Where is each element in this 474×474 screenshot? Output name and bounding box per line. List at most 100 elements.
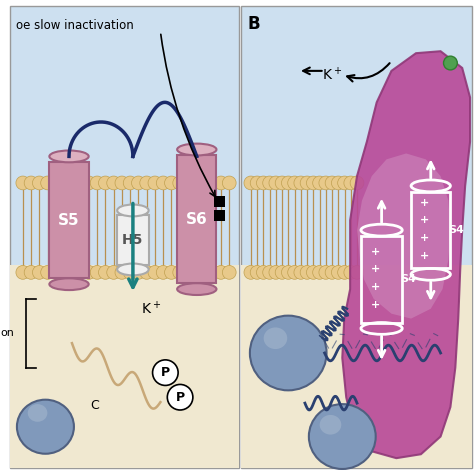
Circle shape xyxy=(313,176,327,190)
Bar xyxy=(10,6,239,468)
Circle shape xyxy=(263,265,276,279)
Circle shape xyxy=(244,265,258,279)
Circle shape xyxy=(275,265,289,279)
Circle shape xyxy=(350,176,364,190)
Circle shape xyxy=(344,176,358,190)
Circle shape xyxy=(331,176,345,190)
Circle shape xyxy=(156,265,170,279)
Circle shape xyxy=(41,265,55,279)
Circle shape xyxy=(164,265,178,279)
Circle shape xyxy=(288,265,301,279)
Circle shape xyxy=(164,176,178,190)
Ellipse shape xyxy=(17,400,74,454)
Circle shape xyxy=(331,265,345,279)
Text: K$^+$: K$^+$ xyxy=(322,66,343,83)
Bar xyxy=(361,236,402,322)
Ellipse shape xyxy=(28,404,47,422)
Circle shape xyxy=(99,176,112,190)
Text: S4: S4 xyxy=(448,225,465,235)
Circle shape xyxy=(256,176,270,190)
Circle shape xyxy=(288,176,301,190)
Circle shape xyxy=(269,265,283,279)
Circle shape xyxy=(337,265,351,279)
Circle shape xyxy=(181,265,195,279)
Circle shape xyxy=(32,176,46,190)
Bar xyxy=(177,155,217,283)
Ellipse shape xyxy=(49,151,89,162)
Bar xyxy=(411,192,450,268)
Ellipse shape xyxy=(309,404,376,469)
Circle shape xyxy=(313,265,327,279)
Circle shape xyxy=(214,265,228,279)
Circle shape xyxy=(65,176,79,190)
Text: S5: S5 xyxy=(58,213,80,228)
Circle shape xyxy=(123,265,137,279)
Circle shape xyxy=(206,265,219,279)
Bar xyxy=(49,162,89,278)
Ellipse shape xyxy=(117,264,149,275)
Circle shape xyxy=(49,265,63,279)
Circle shape xyxy=(82,265,96,279)
Circle shape xyxy=(90,176,104,190)
Text: S6: S6 xyxy=(186,212,208,227)
Circle shape xyxy=(156,176,170,190)
Circle shape xyxy=(250,176,264,190)
Ellipse shape xyxy=(49,278,89,290)
Text: C: C xyxy=(90,399,99,411)
Circle shape xyxy=(57,176,71,190)
Circle shape xyxy=(350,265,364,279)
Circle shape xyxy=(344,265,358,279)
Circle shape xyxy=(74,265,88,279)
Circle shape xyxy=(140,176,154,190)
Circle shape xyxy=(57,265,71,279)
Text: P: P xyxy=(175,391,185,404)
Circle shape xyxy=(107,265,120,279)
Bar xyxy=(215,210,225,221)
Text: H5: H5 xyxy=(122,233,144,247)
Circle shape xyxy=(148,265,162,279)
Circle shape xyxy=(115,176,129,190)
Text: B: B xyxy=(248,15,261,33)
Circle shape xyxy=(107,176,120,190)
Circle shape xyxy=(275,176,289,190)
Circle shape xyxy=(198,265,211,279)
Circle shape xyxy=(256,265,270,279)
Circle shape xyxy=(131,176,146,190)
Circle shape xyxy=(263,176,276,190)
Text: +: + xyxy=(420,215,429,225)
Circle shape xyxy=(444,56,457,70)
Text: S4: S4 xyxy=(400,274,416,284)
Circle shape xyxy=(24,265,38,279)
Circle shape xyxy=(319,265,333,279)
Bar xyxy=(10,264,239,468)
Circle shape xyxy=(244,176,258,190)
Bar xyxy=(241,6,472,468)
Circle shape xyxy=(153,360,178,385)
Circle shape xyxy=(206,176,219,190)
Circle shape xyxy=(319,176,333,190)
Text: +: + xyxy=(371,282,380,292)
Circle shape xyxy=(123,176,137,190)
Circle shape xyxy=(282,265,295,279)
Circle shape xyxy=(325,265,339,279)
Circle shape xyxy=(82,176,96,190)
Circle shape xyxy=(16,176,30,190)
Circle shape xyxy=(16,265,30,279)
Circle shape xyxy=(294,176,308,190)
Circle shape xyxy=(300,176,314,190)
Circle shape xyxy=(300,265,314,279)
Text: +: + xyxy=(420,198,429,208)
Ellipse shape xyxy=(319,415,341,435)
Bar xyxy=(117,215,149,264)
Circle shape xyxy=(148,176,162,190)
Bar xyxy=(215,196,225,207)
Text: +: + xyxy=(371,247,380,257)
Ellipse shape xyxy=(177,144,217,155)
Circle shape xyxy=(74,176,88,190)
Circle shape xyxy=(189,265,203,279)
Circle shape xyxy=(306,265,320,279)
Text: +: + xyxy=(371,300,380,310)
Circle shape xyxy=(167,384,193,410)
Text: P: P xyxy=(161,366,170,379)
Circle shape xyxy=(41,176,55,190)
